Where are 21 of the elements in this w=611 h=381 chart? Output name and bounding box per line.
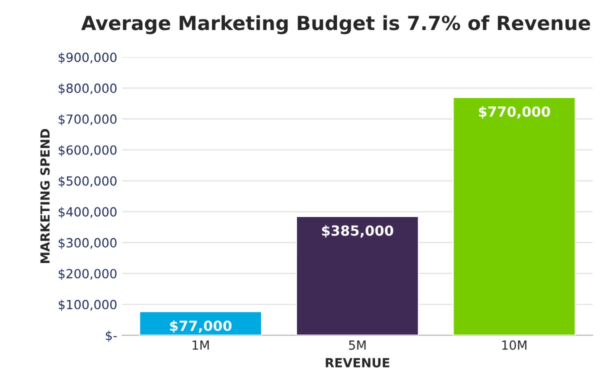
bar xyxy=(296,216,420,336)
y-tick-label: $- xyxy=(106,330,117,342)
data-label: $385,000 xyxy=(322,225,394,238)
data-label: $770,000 xyxy=(478,106,550,119)
y-tick-label: $800,000 xyxy=(58,83,117,95)
y-tick-label: $400,000 xyxy=(58,206,117,218)
y-tick-label: $100,000 xyxy=(58,300,117,311)
y-tick-label: $500,000 xyxy=(58,176,117,188)
y-tick-label: $200,000 xyxy=(58,268,117,280)
y-tick-label: $900,000 xyxy=(58,52,117,64)
chart-title: Average Marketing Budget is 7.7% of Revenue xyxy=(81,15,590,34)
x-tick-label: 1M xyxy=(192,340,209,350)
x-axis-title: REVENUE xyxy=(326,358,390,368)
y-tick-label: $700,000 xyxy=(58,114,117,126)
y-axis-title: MARKETING SPEND xyxy=(40,128,50,263)
y-tick-label: $300,000 xyxy=(58,238,117,250)
data-label: $77,000 xyxy=(170,320,232,333)
x-tick-label: 5M xyxy=(349,340,366,350)
x-tick-label: 10M xyxy=(502,340,526,350)
bar xyxy=(452,96,576,336)
y-tick-label: $600,000 xyxy=(58,145,117,156)
